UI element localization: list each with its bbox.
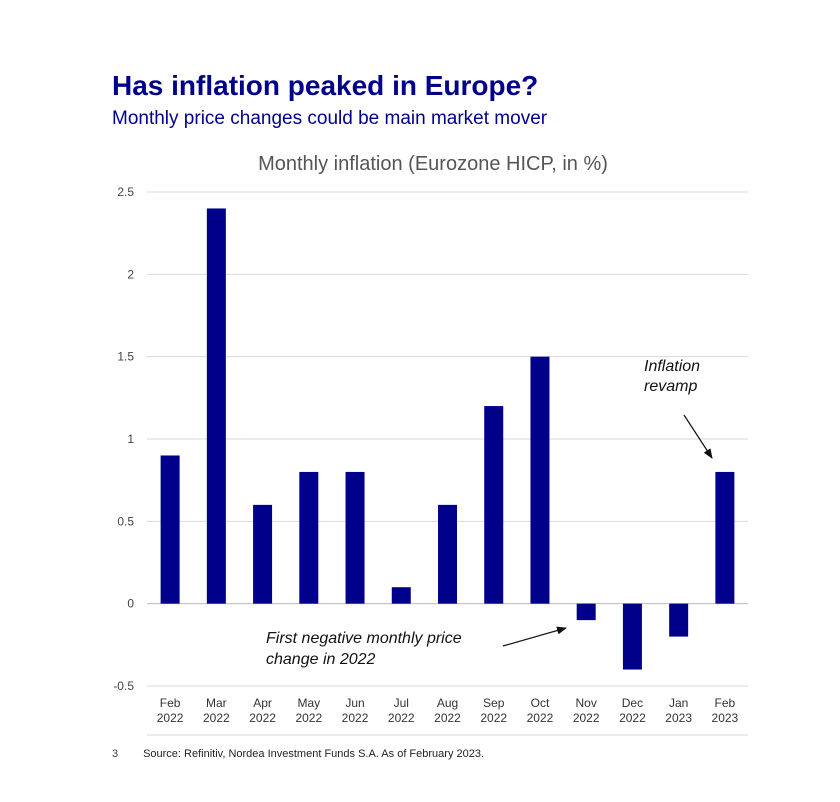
x-tick-month: Jan (669, 696, 688, 710)
annotation-negative-line-2: change in 2022 (266, 651, 376, 668)
bar (299, 471, 319, 604)
gridlines (147, 191, 748, 736)
bar (669, 603, 689, 637)
x-tick-year: 2022 (388, 711, 415, 725)
y-tick-label: -0.5 (113, 679, 134, 693)
x-tick-month: Sep (483, 696, 505, 710)
x-tick-year: 2022 (157, 711, 184, 725)
x-tick-month: Feb (160, 696, 181, 710)
annotation-revamp-line-1: Inflation (644, 358, 700, 375)
bar (622, 603, 642, 670)
x-tick-year: 2022 (573, 711, 600, 725)
bar (345, 471, 365, 604)
slide-title: Has inflation peaked in Europe? (112, 70, 539, 101)
x-tick-year: 2022 (249, 711, 276, 725)
y-tick-label: 1.5 (117, 350, 134, 364)
x-tick-month: Jun (345, 696, 364, 710)
x-tick-month: Apr (253, 696, 272, 710)
y-tick-label: 2 (127, 267, 134, 281)
bars (160, 208, 735, 670)
bar (391, 587, 411, 604)
bar (715, 471, 735, 604)
x-tick-year: 2022 (342, 711, 369, 725)
x-tick-year: 2022 (203, 711, 230, 725)
bar (160, 455, 180, 604)
source-note: Source: Refinitiv, Nordea Investment Fun… (143, 748, 485, 760)
y-tick-label: 0.5 (117, 514, 134, 528)
slide-subtitle: Monthly price changes could be main mark… (112, 108, 548, 129)
bar (484, 406, 504, 604)
x-tick-month: Dec (622, 696, 643, 710)
x-tick-month: Mar (206, 696, 227, 710)
x-tick-year: 2022 (434, 711, 461, 725)
y-tick-label: 0 (127, 597, 134, 611)
bar (438, 504, 457, 604)
x-tick-year: 2023 (712, 711, 739, 725)
x-tick-month: Aug (437, 696, 458, 710)
y-axis: -0.5 0 0.5 1 1.5 2 2.5 (113, 185, 134, 693)
x-tick-year: 2023 (665, 711, 692, 725)
x-tick-month: Feb (715, 696, 736, 710)
page-number: 3 (112, 748, 119, 760)
x-tick-year: 2022 (619, 711, 646, 725)
x-tick-month: Jul (394, 696, 409, 710)
annotation-inflation-revamp: Inflation revamp (644, 358, 713, 459)
bar (253, 504, 273, 604)
y-tick-label: 2.5 (117, 185, 134, 199)
x-tick-month: May (297, 696, 320, 710)
bar (576, 603, 596, 621)
x-axis: Feb2022Mar2022Apr2022May2022Jun2022Jul20… (157, 696, 739, 725)
annotation-revamp-arrow (683, 414, 713, 459)
x-tick-year: 2022 (527, 711, 554, 725)
annotation-revamp-line-2: revamp (644, 378, 697, 395)
annotation-first-negative: First negative monthly price change in 2… (266, 626, 567, 668)
annotation-negative-arrow (502, 626, 567, 647)
bar (206, 208, 226, 604)
x-tick-year: 2022 (480, 711, 507, 725)
x-tick-month: Oct (531, 696, 550, 710)
y-tick-label: 1 (127, 432, 134, 446)
bar (530, 356, 550, 604)
annotation-negative-line-1: First negative monthly price (266, 630, 462, 647)
x-tick-year: 2022 (295, 711, 322, 725)
x-tick-month: Nov (576, 696, 597, 710)
slide-footer: 3 Source: Refinitiv, Nordea Investment F… (112, 748, 484, 760)
chart-title: Monthly inflation (Eurozone HICP, in %) (258, 153, 608, 175)
inflation-bar-chart: Monthly inflation (Eurozone HICP, in %) … (113, 153, 748, 736)
